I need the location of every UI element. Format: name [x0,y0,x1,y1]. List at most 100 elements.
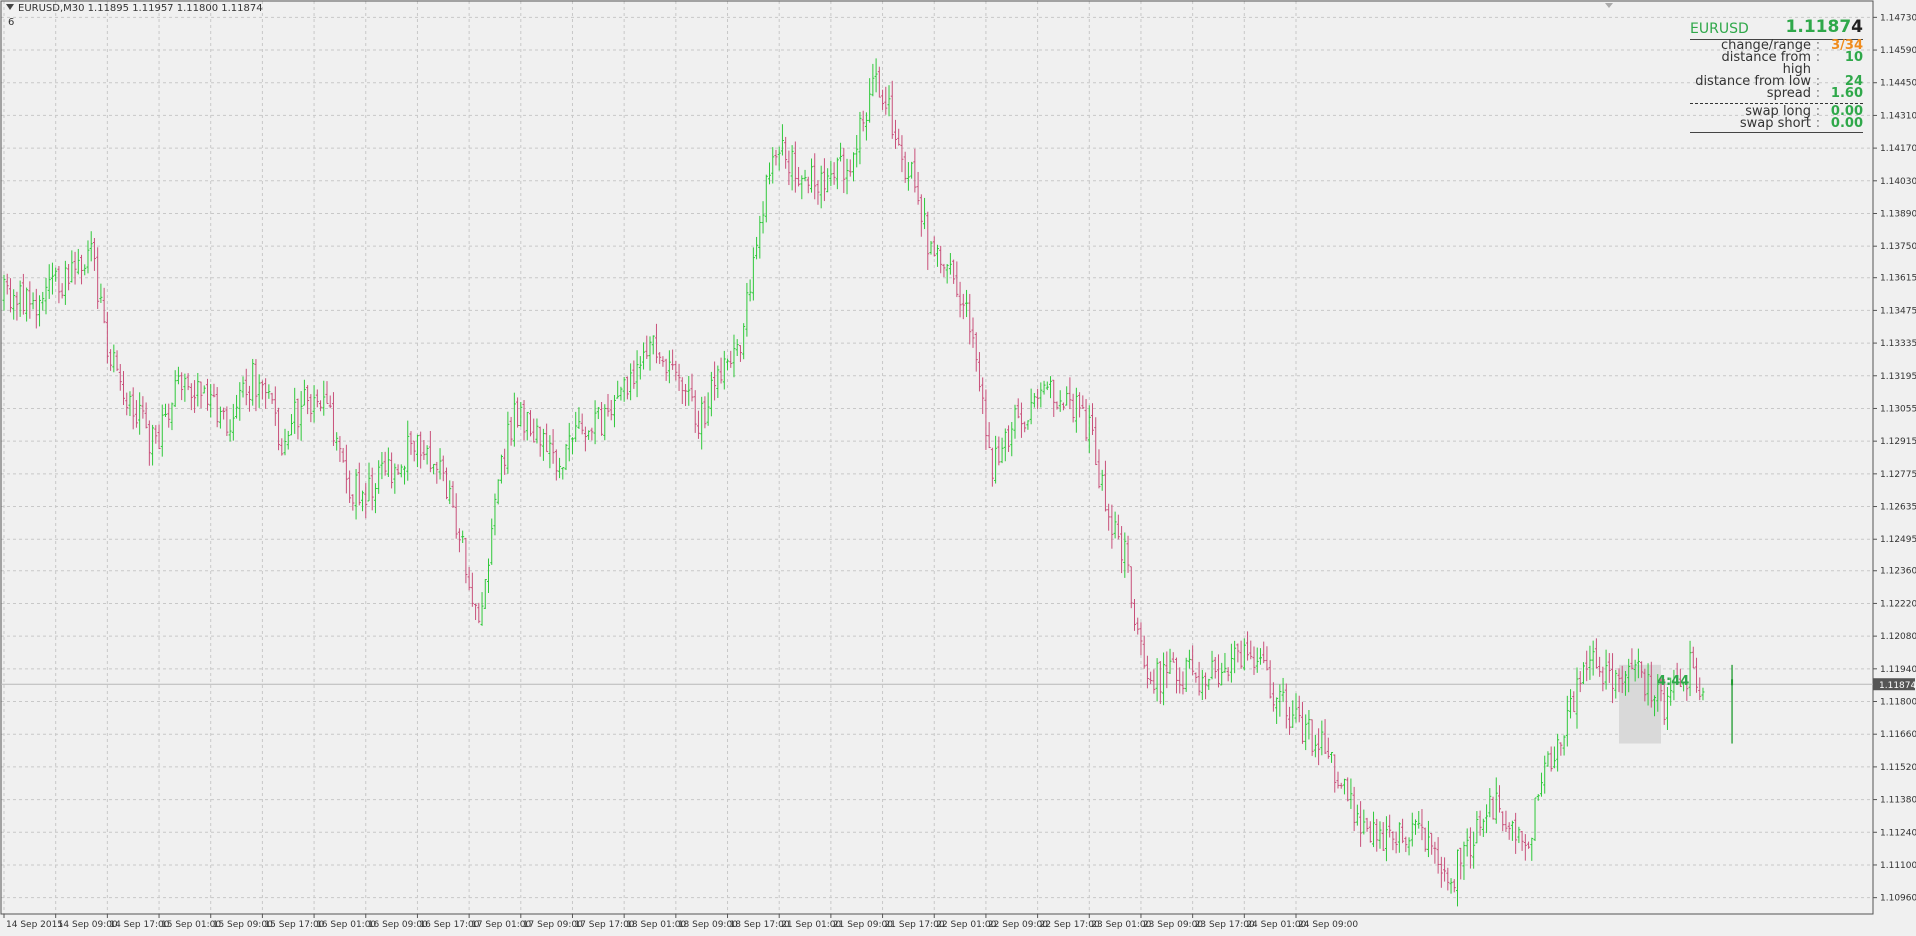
x-tick-label: 21 Sep 09:00 [833,920,893,930]
ohlc-bar [1094,417,1098,466]
ohlc-bar [1110,504,1114,549]
symbol-ohlc-line: EURUSD,M30 1.11895 1.11957 1.11800 1.118… [18,3,263,14]
ohlc-bar [160,404,164,457]
ohlc-bar [348,470,352,503]
chart-shift-marker[interactable] [1605,3,1613,8]
ohlc-bar [667,350,671,384]
ohlc-bar [1404,836,1408,853]
dropdown-caret-icon[interactable] [6,4,14,10]
info-row-value: 1.60 [1830,86,1863,101]
ohlc-bar [1352,786,1356,832]
ohlc-bar [1578,671,1582,693]
ohlc-bar [1139,622,1143,656]
y-tick-label: 1.11100 [1880,861,1916,871]
ohlc-bar [1575,667,1579,729]
ohlc-bar [939,245,943,274]
ohlc-bar [1556,733,1560,772]
ohlc-bar [1662,679,1666,725]
x-tick-label: 21 Sep 01:00 [781,920,841,930]
ohlc-bar [1100,469,1104,491]
ohlc-bar [622,376,626,402]
ohlc-bar [96,247,100,309]
ohlc-bar [31,292,35,310]
ohlc-bar [1653,695,1657,717]
ohlc-bar [600,401,604,436]
ohlc-bar [483,579,487,610]
x-tick-label: 16 Sep 01:00 [316,920,376,930]
x-tick-label: 24 Sep 01:00 [1246,920,1306,930]
ohlc-bar [1414,819,1418,835]
ohlc-bar [63,260,67,305]
ohlc-bar [280,438,284,456]
ohlc-bar [845,158,849,195]
ohlc-bar [535,418,539,444]
ohlc-bar [147,420,151,466]
ohlc-bar [780,124,784,156]
ohlc-bar [1213,657,1217,679]
ohlc-bar [390,452,394,489]
ohlc-bar [1607,653,1611,683]
ohlc-bar [1349,778,1353,809]
info-divider [1690,103,1863,104]
ohlc-bar [296,398,300,440]
ohlc-bar [199,381,203,409]
ohlc-bar [1452,879,1456,893]
ohlc-bar [273,386,277,426]
ohlc-bar [1494,777,1498,824]
ohlc-bar [1585,650,1589,682]
ohlc-bar [612,395,616,428]
x-tick-label: 15 Sep 09:00 [213,920,273,930]
ohlc-bar [745,282,749,337]
ohlc-bar [1462,841,1466,880]
ohlc-bar [1155,658,1159,702]
ohlc-bar [516,397,520,428]
ohlc-bar [1549,746,1553,772]
ohlc-bar [1510,820,1514,841]
ohlc-bar [1174,657,1178,694]
ohlc-bar [609,399,613,421]
ohlc-bar [913,148,917,193]
ohlc-bar [855,135,859,168]
ohlc-bar [787,150,791,186]
info-bottom-line [1690,132,1863,133]
ohlc-bar [910,161,914,179]
x-tick-label: 22 Sep 09:00 [988,920,1048,930]
ohlc-bar [205,378,209,411]
ohlc-bar [1120,526,1124,574]
info-row: distance from high: 10 [1690,51,1863,76]
ohlc-bar [839,142,843,162]
ohlc-bar [768,162,772,185]
ohlc-bar [80,254,84,285]
ohlc-bar [157,424,161,450]
ohlc-bar [319,400,323,412]
ohlc-bar [748,279,752,302]
ohlc-bar [1032,393,1036,408]
ohlc-bar [1355,804,1359,826]
ohlc-bar [974,332,978,372]
ohlc-bar [1472,831,1476,869]
ohlc-bar [89,231,93,262]
ohlc-bar [1423,827,1427,852]
ohlc-bar [677,363,681,391]
ohlc-bar [1488,788,1492,818]
chart-header: EURUSD,M30 1.11895 1.11957 1.11800 1.118… [6,3,263,14]
ohlc-bar [1504,810,1508,833]
ohlc-bar [674,360,678,381]
ohlc-bar [716,365,720,398]
ohlc-bar [222,407,226,420]
ohlc-bar [629,363,633,401]
ohlc-bar [425,445,429,465]
ohlc-bar [1543,755,1547,794]
ohlc-bar [112,344,116,373]
ohlc-bar [105,311,109,364]
ohlc-bar [1336,771,1340,789]
y-tick-label: 1.13195 [1880,372,1916,382]
ohlc-bar [864,112,868,141]
ohlc-bar [1491,796,1495,820]
ohlc-bar [267,384,271,399]
ohlc-bar [829,160,833,187]
ohlc-bar [1091,403,1095,436]
ohlc-bar [1165,651,1169,689]
